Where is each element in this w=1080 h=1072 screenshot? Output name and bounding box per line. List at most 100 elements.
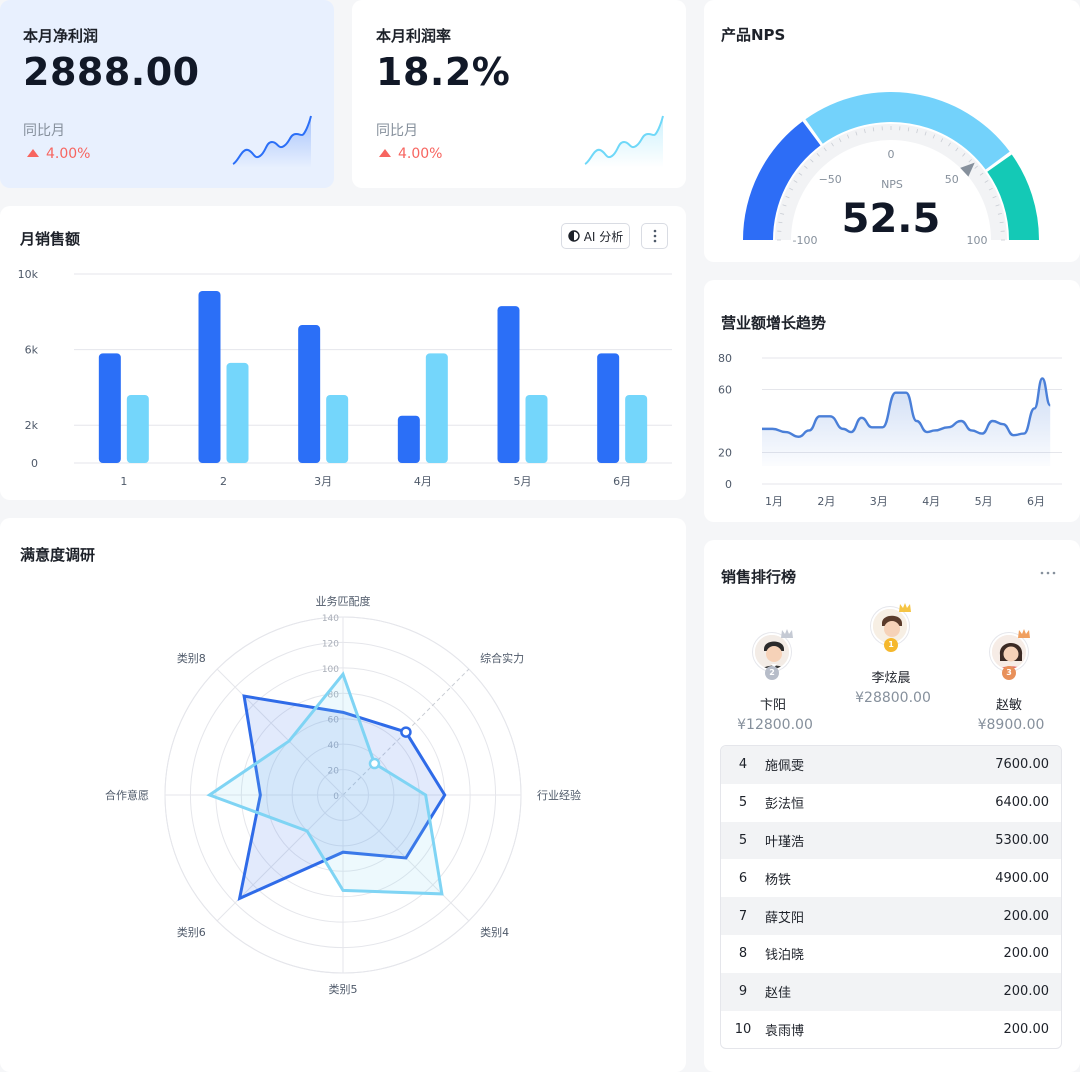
ai-analysis-button[interactable]: AI 分析: [561, 223, 630, 249]
gauge-tick: [798, 172, 803, 176]
gauge-tick: [789, 187, 794, 191]
podium-amount: ¥12800.00: [737, 717, 813, 733]
x-tick-label: 6月: [1027, 495, 1045, 508]
kpi-margin-change-value: 4.00%: [398, 146, 443, 162]
medal-icon: 3: [1002, 666, 1016, 680]
x-tick-label: 4月: [414, 475, 432, 488]
gauge-tick-label: −50: [819, 173, 842, 186]
list-item[interactable]: 6 杨铁 4900.00: [721, 859, 1061, 897]
gauge-tick: [810, 159, 814, 163]
revenue-trend-title: 营业额增长趋势: [721, 314, 827, 332]
kpi-margin-compare-label: 同比月: [376, 123, 418, 139]
radar-series: [206, 671, 444, 896]
rank-value: 200.00: [1003, 1021, 1050, 1037]
radar-tick-label: 60: [328, 716, 340, 726]
gauge-tick: [847, 134, 850, 139]
trend-up-icon: [379, 149, 391, 157]
radar-tick-label: 100: [322, 665, 339, 675]
gauge-tick: [988, 187, 993, 191]
radar-axis-label: 类别4: [480, 925, 509, 939]
radar-tick-label: 0: [333, 792, 339, 802]
series-line: [761, 377, 1052, 438]
rank-number: 9: [738, 984, 748, 1000]
area-fill: [762, 378, 1051, 466]
bar: [397, 415, 420, 463]
rank-value: 4900.00: [995, 870, 1049, 886]
rank-number: 5: [738, 832, 748, 848]
rank-name: 薛艾阳: [765, 910, 805, 926]
x-tick-label: 3月: [314, 475, 332, 488]
gauge-tick-label: 50: [945, 173, 959, 186]
list-item[interactable]: 5 彭法恒 6400.00: [721, 784, 1061, 822]
nps-value: 52.5: [841, 196, 941, 242]
ai-analysis-label: AI 分析: [583, 229, 624, 244]
gauge-tick: [924, 131, 927, 136]
gauge-tick: [793, 180, 798, 183]
monthly-sales-title: 月销售额: [20, 230, 81, 248]
bar: [525, 394, 548, 463]
podium-amount: ¥8900.00: [977, 717, 1045, 733]
kpi-margin-value: 18.2%: [376, 50, 511, 94]
gauge-tick: [778, 221, 783, 224]
medal-icon: 1: [884, 638, 898, 652]
radar-axis-label: 类别6: [177, 925, 206, 939]
podium-name: 赵敏: [995, 698, 1022, 713]
radar-axis-label: 类别5: [329, 982, 358, 996]
rank-value: 200.00: [1003, 946, 1050, 962]
list-item[interactable]: 5 叶瑾浩 5300.00: [721, 821, 1061, 860]
podium-name: 卞阳: [759, 698, 786, 713]
gauge-tick: [816, 153, 820, 157]
gauge-tick: [992, 196, 997, 199]
radar-point: [368, 757, 381, 770]
more-horizontal-icon[interactable]: [1040, 570, 1056, 576]
kpi-profit-title: 本月净利润: [23, 27, 99, 45]
sales-ranking-title: 销售排行榜: [721, 568, 797, 586]
bar: [198, 291, 221, 463]
gauge-tick: [995, 204, 1000, 207]
gauge-tick: [979, 172, 984, 176]
rank-number: 7: [738, 908, 748, 924]
radar-axis: [216, 668, 344, 796]
gauge-tick: [997, 212, 1002, 215]
ranking-list: 4 施佩雯 7600.00 5 彭法恒 6400.00 5 叶瑾浩 5300.00 6 杨铁 4…: [720, 745, 1062, 1049]
more-vertical-button[interactable]: [641, 223, 668, 249]
bar: [126, 394, 149, 463]
y-tick-label: 20: [718, 447, 732, 460]
podium-amount: ¥28800.00: [855, 690, 931, 706]
y-tick-label: 0: [31, 457, 38, 470]
kpi-profit-change: 4.00%: [27, 146, 90, 162]
list-item[interactable]: 9 赵佳 200.00: [721, 972, 1061, 1011]
y-tick-label: 80: [718, 352, 732, 365]
rank-name: 叶瑾浩: [765, 834, 805, 850]
list-item[interactable]: 10 袁雨博 200.00: [721, 1011, 1061, 1048]
kpi-profit-value: 2888.00: [23, 50, 200, 94]
satisfaction-title: 满意度调研: [20, 546, 96, 564]
rank-value: 7600.00: [995, 757, 1049, 773]
list-item[interactable]: 7 薛艾阳 200.00: [721, 897, 1061, 935]
radar-axis-label: 业务匹配度: [316, 594, 371, 608]
person-avatar-icon: [873, 609, 907, 643]
podium-name: 李炫晨: [871, 671, 911, 686]
bar: [625, 394, 648, 463]
bar: [425, 353, 448, 463]
list-item[interactable]: 8 钱泊晓 200.00: [721, 935, 1061, 973]
y-tick-label: 60: [718, 384, 732, 397]
rank-value: 200.00: [1003, 984, 1050, 1000]
x-tick-label: 5月: [514, 475, 532, 488]
bar: [497, 306, 520, 463]
satisfaction-card: 满意度调研 业务匹配度 综合实力 行业经验 类别4 类别5 类别6 合作意愿 类别8 0 20 40…: [0, 518, 686, 1072]
list-item[interactable]: 4 施佩雯 7600.00: [721, 746, 1061, 784]
gauge-tick-label: -100: [793, 234, 818, 247]
x-tick-label: 4月: [922, 495, 940, 508]
gauge-tick: [780, 212, 785, 215]
gauge-tick: [916, 129, 919, 134]
gauge-tick: [974, 165, 978, 169]
rank-name: 彭法恒: [765, 797, 805, 813]
more-vertical-icon: [653, 229, 656, 243]
rank-name: 杨铁: [765, 872, 792, 888]
radar-axis-label: 综合实力: [480, 651, 524, 665]
x-tick-label: 2: [220, 475, 227, 488]
gauge-tick: [999, 221, 1004, 224]
bar: [226, 362, 249, 463]
gauge-tick: [955, 147, 959, 152]
